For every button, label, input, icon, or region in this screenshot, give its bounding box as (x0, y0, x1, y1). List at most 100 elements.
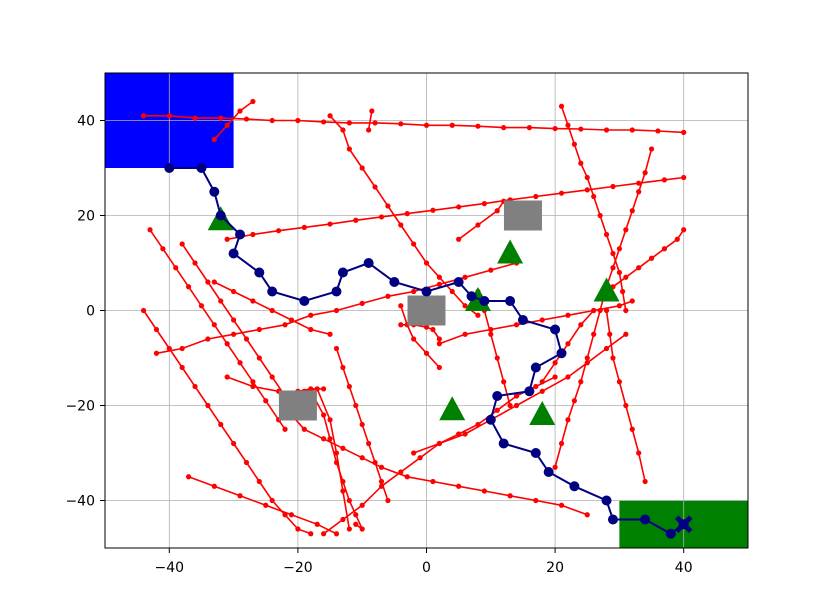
trajectory-point (436, 281, 442, 287)
trajectory-point (648, 146, 655, 152)
path-point (550, 324, 561, 335)
trajectory-point (565, 122, 571, 128)
trajectory-point (185, 474, 192, 480)
trajectory-point (372, 184, 378, 190)
trajectory-point (282, 322, 288, 328)
trajectory-point (398, 469, 404, 475)
trajectory-point (661, 246, 668, 252)
trajectory-point (411, 336, 417, 342)
obstacle-trajectory (599, 229, 685, 297)
ticks-layer: −40 −20 0 20 40 −40 −20 0 20 40 (65, 114, 692, 577)
trajectory-point (584, 355, 590, 361)
path-point (524, 386, 535, 397)
trajectory-point (340, 127, 346, 133)
trajectory-point (333, 459, 340, 466)
trajectory-point (340, 516, 346, 523)
path-point (235, 229, 246, 240)
trajectory-point (295, 117, 301, 124)
trajectory-point (655, 128, 661, 134)
trajectory-point (623, 227, 629, 233)
trajectory-point (243, 116, 250, 122)
trajectory-point (314, 386, 320, 392)
trajectory-point (211, 279, 217, 285)
trajectory-point (321, 531, 327, 537)
trajectory-point (558, 103, 565, 109)
trajectory-point (488, 331, 494, 337)
trajectory-point (346, 146, 352, 152)
trajectory-point (327, 221, 333, 227)
y-tick-label: −40 (65, 494, 95, 510)
path-point (479, 296, 490, 306)
trajectory-point (610, 355, 616, 361)
trajectory-point (218, 421, 224, 428)
trajectory-point (456, 236, 462, 242)
triangle-obstacle (529, 401, 556, 425)
trajectory-point (603, 307, 610, 314)
trajectory-point (681, 174, 687, 181)
trajectory-point (411, 241, 417, 247)
trajectory-point (494, 355, 500, 361)
trajectory-point (636, 180, 642, 186)
trajectory-point (256, 326, 262, 333)
trajectory-point (603, 127, 610, 133)
x-tick-label: 40 (675, 560, 693, 576)
path-point (640, 514, 651, 525)
trajectory-point (430, 326, 436, 333)
trajectory-point (488, 267, 494, 273)
trajectory-point (321, 436, 327, 442)
trajectory-point (578, 126, 584, 132)
trajectory-point (321, 412, 327, 418)
trajectory-point (430, 478, 436, 485)
trajectory-point (211, 322, 217, 328)
path-point (530, 362, 541, 373)
path-layer (164, 163, 689, 539)
path-point (299, 296, 310, 306)
planned-path (169, 167, 685, 535)
trajectory-point (218, 115, 224, 121)
trajectory-point (552, 125, 558, 132)
trajectory-point (237, 360, 243, 366)
trajectory-point (256, 355, 262, 361)
trajectory-point (192, 383, 198, 390)
trajectory-point (327, 331, 333, 337)
trajectory-point (211, 483, 217, 489)
trajectory-point (250, 379, 256, 385)
trajectory-point (301, 224, 307, 230)
trajectory-point (607, 331, 613, 337)
trajectory-point (321, 119, 327, 125)
trajectory-point (340, 478, 346, 485)
obstacle-trajectory (149, 229, 286, 430)
trajectory-point (616, 246, 623, 252)
trajectory-point (449, 288, 455, 295)
trajectory-point (558, 190, 565, 196)
path-point (267, 286, 278, 297)
trajectory-point (250, 298, 256, 304)
trajectory-point (610, 183, 616, 190)
trajectory-point (681, 129, 687, 135)
trajectory-point (404, 211, 410, 217)
trajectory-point (224, 122, 230, 128)
trajectory-point (308, 326, 314, 333)
trajectory-point (533, 383, 539, 390)
trajectory-point (681, 227, 687, 233)
trajectory-point (436, 274, 442, 280)
trajectory-point (648, 255, 655, 261)
trajectory-point (565, 374, 571, 380)
trajectory-point (231, 440, 237, 447)
trajectory-point (603, 231, 610, 238)
trajectory-point (436, 364, 442, 371)
trajectory-point (192, 115, 198, 121)
trajectory-point (571, 141, 577, 147)
trajectory-point (237, 108, 243, 114)
trajectory-point (578, 379, 584, 385)
trajectory-point (308, 312, 314, 318)
trajectory-point (340, 488, 346, 494)
trajectory-point (295, 526, 301, 532)
trajectory-point (494, 407, 500, 413)
trajectory-point (501, 125, 507, 131)
y-tick-label: −20 (65, 399, 95, 415)
square-obstacle (278, 390, 317, 421)
trajectory-point (623, 274, 629, 280)
trajectory-point (462, 431, 468, 437)
trajectory-point (308, 531, 314, 537)
